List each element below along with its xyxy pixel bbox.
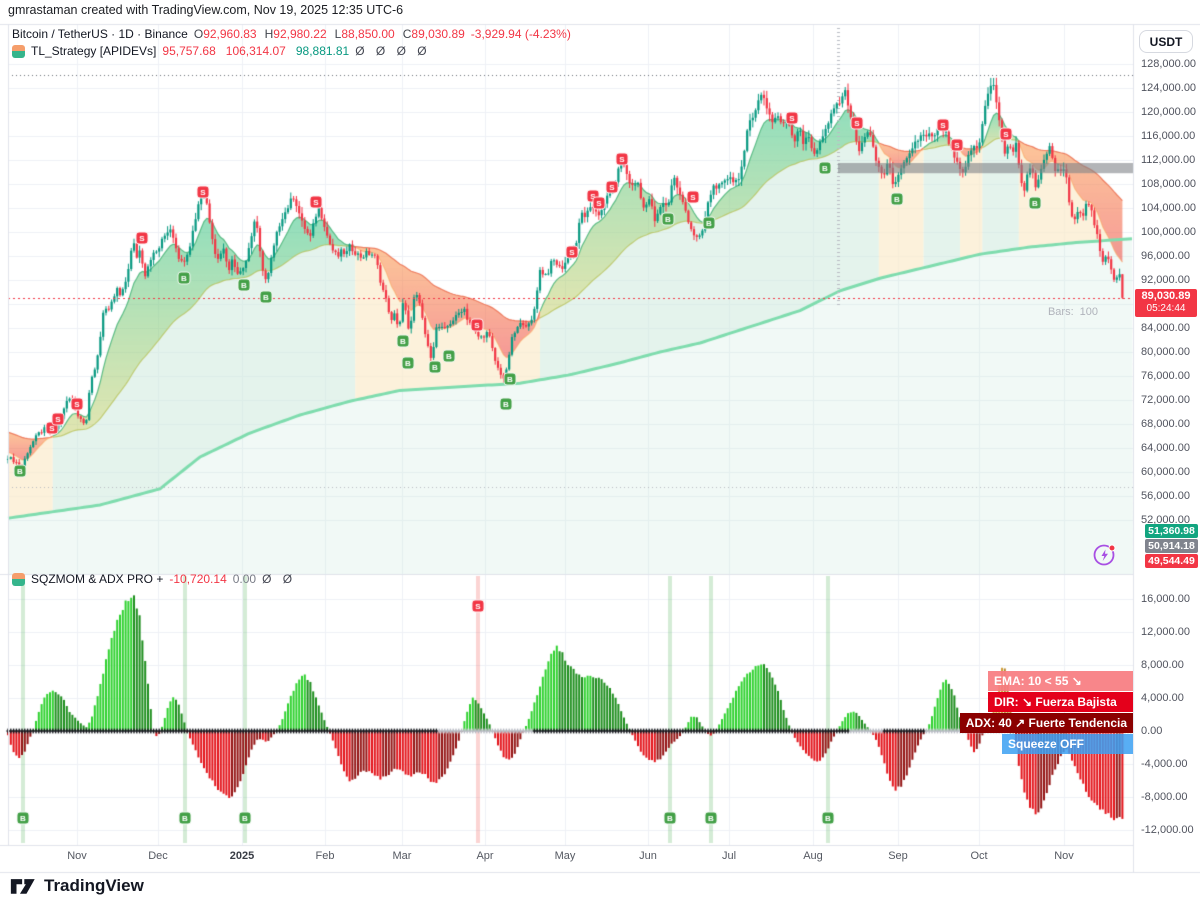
ohlc-field: C89,030.89 (402, 27, 465, 41)
price-tick-label: 52,000.00 (1141, 513, 1190, 526)
momentum-tick-label: 4,000.00 (1141, 691, 1184, 704)
tradingview-logo-text: TradingView (44, 876, 144, 895)
strategy-legend-row: TL_Strategy [APIDEVs] 95,757.68 106,314.0… (12, 44, 431, 58)
adx-status-label: EMA: 10 < 55 ↘ (988, 671, 1133, 691)
strategy-value: 98,881.81 (295, 44, 350, 58)
price-tick-label: 72,000.00 (1141, 393, 1190, 406)
time-axis[interactable]: Nov Dec 2025 Feb Mar Apr May Jun Jul Aug Sep Oct Nov (0, 848, 1133, 868)
time-tick-label: Sep (888, 850, 908, 862)
current-price-badge: 89,030.89 05:24:44 (1135, 289, 1197, 317)
strategy-value: 106,314.07 (225, 44, 286, 58)
change-value: -3,929.94 (-4.23%) (470, 27, 571, 41)
time-tick-label: Oct (970, 850, 988, 862)
symbol-legend-row: Bitcoin / TetherUS · 1D · Binance O92,96… (12, 27, 571, 41)
time-tick-label: Apr (476, 850, 494, 862)
tradingview-logo[interactable]: TradingView (10, 876, 144, 896)
time-tick-label: Jun (639, 850, 657, 862)
price-tick-label: 120,000.00 (1141, 105, 1197, 118)
strategy-icon (12, 44, 25, 58)
price-tick-label: 64,000.00 (1141, 441, 1190, 454)
level-badge: 50,914.18 (1145, 539, 1198, 553)
current-price: 89,030.89 (1141, 290, 1191, 302)
momentum-tick-label: 16,000.00 (1141, 592, 1190, 605)
symbol-title[interactable]: Bitcoin / TetherUS · 1D · Binance (12, 27, 188, 41)
price-tick-label: 100,000.00 (1141, 225, 1197, 238)
currency-toggle-button[interactable]: USDT (1139, 30, 1193, 53)
strategy-values: 95,757.68 106,314.07 98,881.81 (162, 44, 349, 58)
boost-button[interactable] (1092, 542, 1118, 568)
price-tick-label: 56,000.00 (1141, 489, 1190, 502)
level-badge: 49,544.49 (1145, 554, 1198, 568)
momentum-tick-label: -8,000.00 (1141, 790, 1188, 803)
tradingview-logo-icon (10, 879, 35, 894)
time-tick-label: Feb (315, 850, 335, 862)
time-tick-label: Aug (803, 850, 823, 862)
strategy-name[interactable]: TL_Strategy [APIDEVs] (31, 44, 157, 58)
price-axis[interactable]: USDT 128,000.00 124,000.00 120,000.00 116,0… (1134, 0, 1200, 913)
ohlc-field: H92,980.22 (264, 27, 327, 41)
price-tick-label: 112,000.00 (1141, 153, 1196, 166)
price-tick-label: 128,000.00 (1141, 57, 1197, 70)
adx-status-labels: EMA: 10 < 55 ↘ DIR: ↘ Fuerza Bajista ADX: … (959, 671, 1133, 754)
price-tick-label: 92,000.00 (1141, 273, 1190, 286)
price-tick-label: 96,000.00 (1141, 249, 1190, 262)
momentum-extra-values: Ø Ø (262, 572, 297, 586)
bars-counter: Bars: 100 (1047, 306, 1098, 318)
strategy-extra-values: Ø Ø Ø Ø (355, 44, 431, 58)
time-tick-label: Nov (67, 850, 87, 862)
time-tick-label: Mar (392, 850, 412, 862)
ohlc-field: O92,960.83 (193, 27, 257, 41)
momentum-tick-label: -12,000.00 (1141, 823, 1194, 836)
ohlc-field: L88,850.00 (334, 27, 395, 41)
momentum-value-2: 0.00 (232, 572, 257, 586)
momentum-indicator-icon (12, 572, 25, 586)
price-tick-label: 60,000.00 (1141, 465, 1190, 478)
time-tick-label: 2025 (229, 850, 255, 862)
price-tick-label: 104,000.00 (1141, 201, 1197, 214)
ohlc-values: O92,960.83 H92,980.22 L88,850.00 C89,030.89 (194, 27, 465, 41)
time-tick-label: May (554, 850, 576, 862)
time-tick-label: Dec (148, 850, 168, 862)
momentum-tick-label: -4,000.00 (1141, 757, 1188, 770)
price-tick-label: 108,000.00 (1141, 177, 1197, 190)
adx-status-label: Squeeze OFF (1002, 734, 1133, 754)
momentum-legend-row: SQZMOM & ADX PRO + -10,720.14 0.00 Ø Ø (12, 572, 296, 586)
momentum-tick-label: 8,000.00 (1141, 658, 1184, 671)
adx-status-label: ADX: 40 ↗ Fuerte Tendencia (959, 713, 1133, 733)
price-tick-label: 76,000.00 (1141, 369, 1190, 382)
price-tick-label: 116,000.00 (1141, 129, 1196, 142)
momentum-indicator-name[interactable]: SQZMOM & ADX PRO + (31, 572, 164, 586)
bar-countdown: 05:24:44 (1146, 303, 1186, 315)
time-tick-label: Nov (1054, 850, 1074, 862)
attribution-text: gmrastaman created with TradingView.com,… (8, 3, 404, 17)
price-tick-label: 124,000.00 (1141, 81, 1197, 94)
momentum-tick-label: 12,000.00 (1141, 625, 1190, 638)
strategy-value: 95,757.68 (162, 44, 216, 58)
time-tick-label: Jul (721, 850, 737, 862)
price-tick-label: 68,000.00 (1141, 417, 1190, 430)
level-badge: 51,360.98 (1145, 524, 1198, 538)
adx-status-label: DIR: ↘ Fuerza Bajista (988, 692, 1133, 712)
price-tick-label: 80,000.00 (1141, 345, 1190, 358)
momentum-tick-label: 0.00 (1141, 724, 1163, 737)
momentum-value: -10,720.14 (169, 572, 227, 586)
price-tick-label: 84,000.00 (1141, 321, 1190, 334)
